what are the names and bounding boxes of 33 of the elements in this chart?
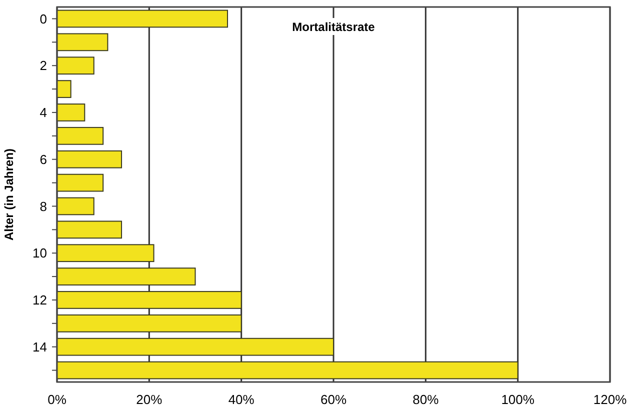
bar — [56, 126, 104, 145]
y-tick-label: 14 — [32, 339, 47, 354]
bar — [56, 10, 228, 28]
y-tick-label: 8 — [40, 198, 47, 214]
bar — [56, 33, 108, 52]
bar — [56, 56, 94, 75]
x-tick-label: 0% — [48, 392, 67, 407]
bar — [56, 361, 518, 380]
x-tick-label: 80% — [412, 392, 440, 407]
bar — [56, 244, 154, 262]
x-tick-label: 40% — [228, 392, 255, 407]
bar — [56, 197, 94, 216]
bar — [56, 174, 104, 192]
y-tick-label: 0 — [40, 11, 47, 26]
y-axis-title: Alter (in Jahren) — [2, 148, 16, 241]
x-tick-label: 100% — [501, 392, 535, 407]
bar — [56, 338, 334, 356]
bar — [56, 150, 122, 168]
bar — [56, 80, 72, 98]
bar — [56, 291, 242, 309]
x-tick-label: 120% — [593, 392, 628, 407]
bar — [56, 104, 86, 122]
bar — [56, 220, 122, 239]
x-tick-label: 60% — [320, 392, 347, 407]
y-tick-label: 12 — [32, 292, 47, 308]
bar — [56, 314, 242, 332]
y-tick-label: 6 — [40, 152, 47, 167]
y-tick-label: 2 — [40, 58, 47, 74]
y-tick-label: 10 — [32, 246, 47, 261]
y-tick-label: 4 — [40, 105, 47, 120]
x-tick-label: 20% — [136, 392, 163, 407]
text: Mortalitätsrate — [292, 20, 376, 34]
bar — [56, 268, 196, 286]
